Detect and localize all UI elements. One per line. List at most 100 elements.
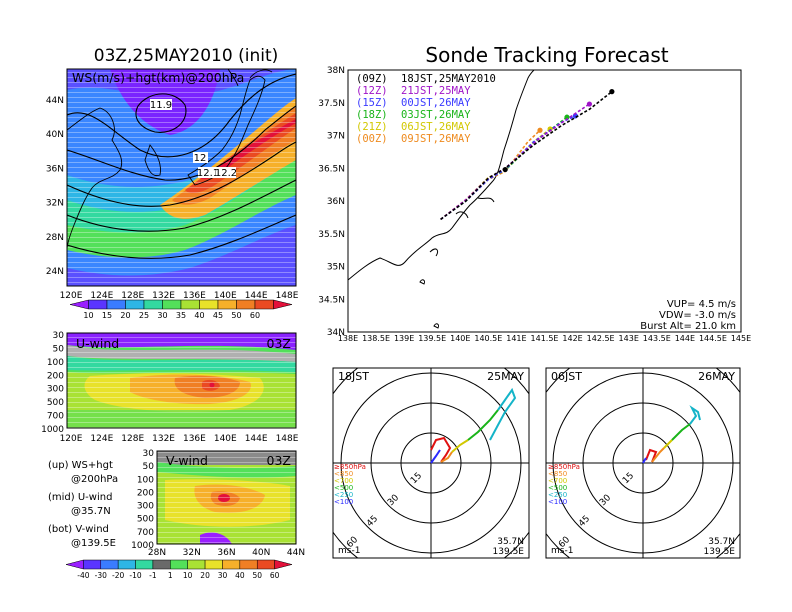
legend-code: (21Z): [356, 121, 388, 133]
tick-label: 44N: [46, 96, 64, 106]
colorbar-label: -30: [95, 571, 107, 580]
tick-label: 141E: [506, 334, 526, 343]
hodo-legend-item: ≥850hPa: [334, 463, 366, 471]
colorbar-swatch: [222, 559, 241, 570]
colorbar-swatch: [83, 559, 102, 570]
colorbar-swatch: [125, 299, 145, 310]
colorbar-label: 50: [231, 311, 241, 320]
colorbar-swatch: [239, 559, 258, 570]
track-end-point: [537, 127, 543, 133]
colorbar-swatch: [180, 299, 200, 310]
tick-label: 140E: [214, 434, 237, 444]
track-mid-point: [502, 166, 508, 173]
hodo-legend-item: <850: [548, 470, 567, 478]
tick-label: 35N: [327, 263, 345, 273]
uwind-label: U-wind: [76, 336, 119, 351]
note-bot: (bot) V-wind: [48, 524, 109, 535]
hodo1-date: 25MAY: [487, 370, 524, 383]
tick-label: 138.5E: [362, 334, 390, 343]
tick-label: 100: [137, 475, 154, 485]
uwind-panel: [67, 333, 296, 428]
colorbar-swatch: [256, 559, 275, 570]
colorbar-label: 50: [252, 571, 262, 580]
legend-code: (00Z): [356, 133, 388, 145]
vwind-time: 03Z: [267, 453, 291, 468]
contour-label: 12: [194, 153, 207, 164]
tick-label: 32N: [183, 548, 201, 558]
tick-label: 700: [47, 412, 64, 422]
tick-label: 37.5N: [318, 99, 345, 109]
contour-label: 12.2: [215, 168, 237, 179]
hodograph-1: 18JST 25MAY 15 30 45 60 ms-1 35.7N 139.5…: [332, 367, 530, 559]
hodo-legend-item: <500: [548, 484, 567, 492]
tick-label: 136E: [183, 291, 206, 301]
colorbar-label: -40: [77, 571, 89, 580]
hodograph-2: 06JST 26MAY 15 30 45 60 ms-1 35.7N 139.5…: [545, 367, 741, 559]
note-mid: (mid) U-wind: [48, 492, 112, 503]
hodo2-unit: ms-1: [551, 546, 573, 556]
colorbar-label: 10: [83, 311, 93, 320]
hodo1-time: 18JST: [338, 370, 369, 383]
colorbar-label: 45: [213, 311, 223, 320]
colorbar-label: -20: [112, 571, 124, 580]
tick-label: 1000: [131, 541, 154, 551]
vwind-y-ticks: 30 50 100 200 300 500 700 1000: [131, 449, 154, 551]
colorbar-swatch: [217, 299, 237, 310]
tick-label: 30: [143, 449, 155, 459]
colorbar-swatch: [88, 299, 108, 310]
tick-label: 142.5E: [587, 334, 615, 343]
tick-label: 138E: [338, 334, 358, 343]
hodo1-legend: ≥850hPa<850<700<500<250<100: [334, 463, 366, 506]
tick-label: 144E: [675, 334, 695, 343]
colorbar-label: 40: [235, 571, 245, 580]
colorbar-swatch: [69, 299, 89, 310]
track-legend: (09Z) 18JST,25MAY2010 (12Z) 21JST,25MAY (15Z…: [356, 73, 496, 145]
panel-notes: (up) WS+hgt @200hPa (mid) U-wind @35.7N …: [48, 460, 118, 549]
colorbar-swatch: [106, 299, 126, 310]
hodo2-legend: ≥850hPa<850<700<500<250<100: [548, 463, 580, 506]
colorbar-label: 15: [102, 311, 112, 320]
vwind-label: V-wind: [166, 453, 208, 468]
colorbar-swatch: [170, 559, 188, 570]
colorbar-label: 30: [157, 311, 167, 320]
left-title: 03Z,25MAY2010 (init): [94, 46, 279, 66]
colorbar-label: 10: [183, 571, 193, 580]
right-title: Sonde Tracking Forecast: [425, 43, 668, 67]
track-series: [440, 89, 615, 220]
tick-label: 140E: [214, 291, 237, 301]
colorbar-label: 35: [176, 311, 186, 320]
legend-text: 03JST,26MAY: [401, 109, 471, 121]
tick-label: 28N: [46, 233, 64, 243]
tick-label: 124E: [90, 434, 113, 444]
ws-map-frame: [66, 68, 297, 287]
track-plot-frame: [347, 69, 742, 333]
tick-label: 36N: [217, 548, 235, 558]
tick-label: 128E: [121, 434, 144, 444]
tick-label: 128E: [121, 291, 144, 301]
tick-label: 200: [47, 371, 64, 381]
track-end-point: [609, 89, 615, 95]
tick-label: 144.5E: [699, 334, 727, 343]
legend-code: (18Z): [356, 109, 388, 121]
colorbar-swatch: [135, 559, 154, 570]
track-coastline: [347, 69, 535, 329]
tick-label: 300: [47, 385, 64, 395]
legend-code: (09Z): [356, 73, 388, 85]
track-end-point: [586, 101, 593, 107]
hodo1-unit: ms-1: [338, 546, 360, 556]
tick-label: 144E: [245, 291, 268, 301]
hodo-legend-item: ≥850hPa: [548, 463, 580, 471]
hodo-legend-item: <500: [334, 484, 353, 492]
tick-label: 143.5E: [643, 334, 671, 343]
track-line: [440, 90, 613, 220]
colorbar-label: 25: [139, 311, 149, 320]
colorbar-swatch: [273, 299, 293, 310]
colorbar-label: 60: [250, 311, 260, 320]
param-vdw: VDW= -3.0 m/s: [659, 310, 736, 321]
hodo-legend-item: <100: [334, 498, 353, 506]
ws-colorbar: 10 15 20 25 30 35 40 45 50 60: [69, 299, 293, 320]
colorbar-label: 20: [200, 571, 210, 580]
legend-text: 09JST,26MAY: [401, 133, 471, 145]
colorbar-swatch: [65, 559, 84, 570]
hodo-legend-item: <100: [548, 498, 567, 506]
